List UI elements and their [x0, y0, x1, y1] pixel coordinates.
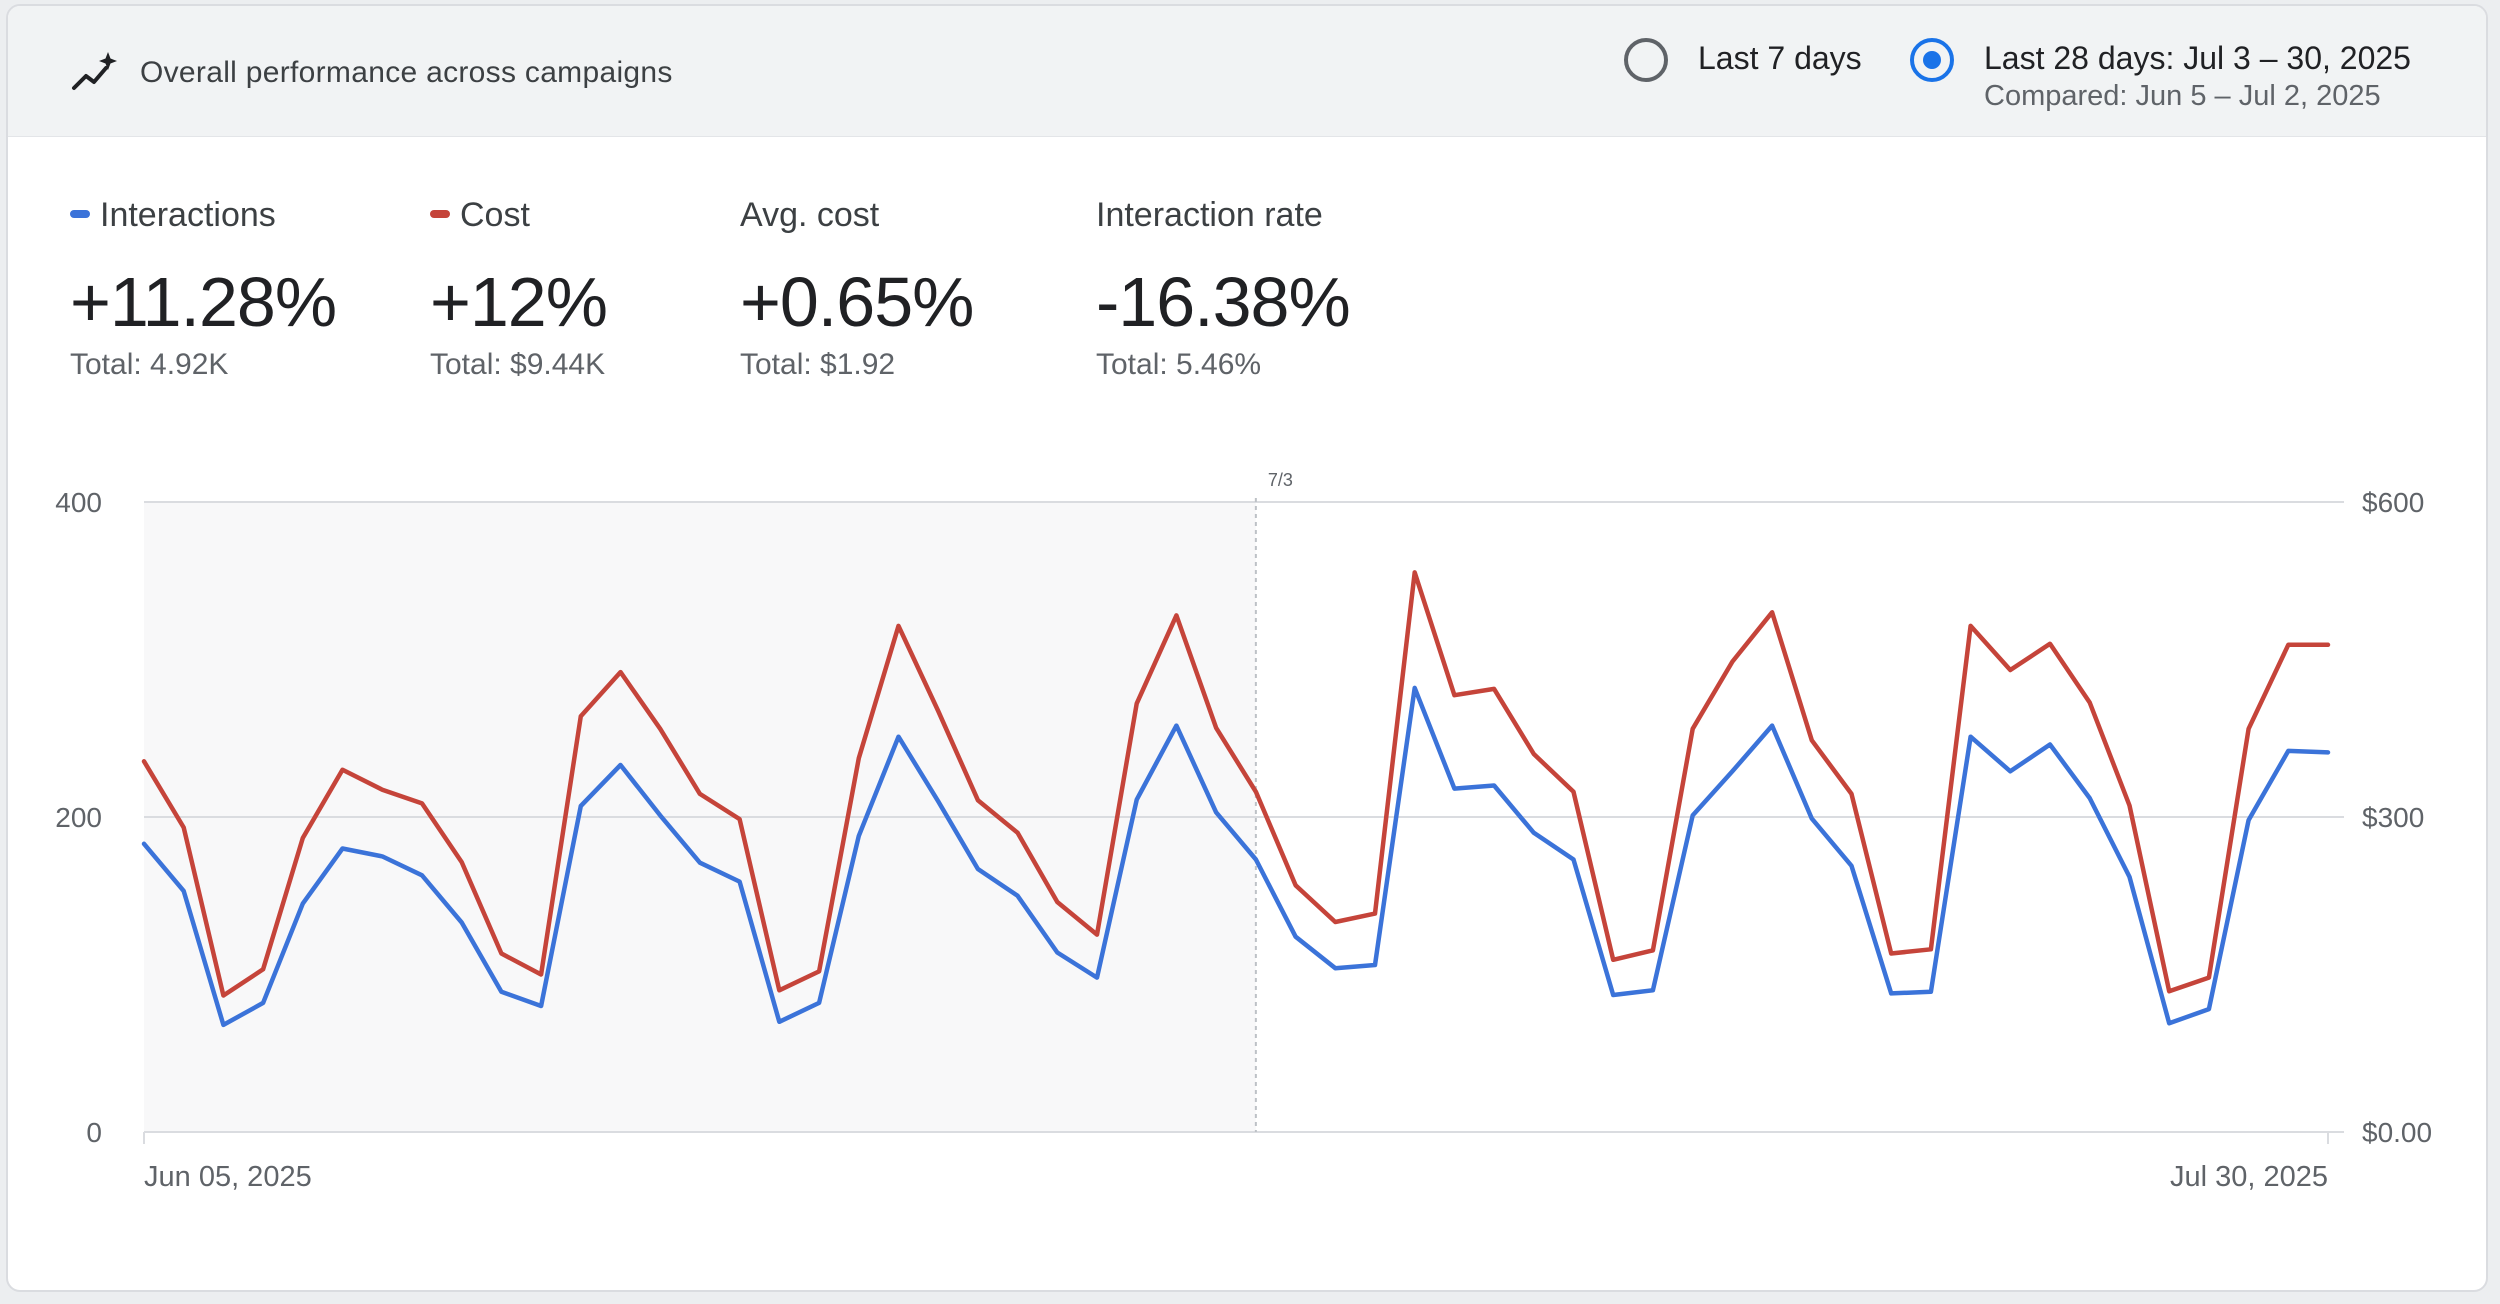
- metric-value: +12%: [430, 263, 608, 341]
- metric-value: +11.28%: [70, 263, 337, 341]
- y-right-tick-label: $600: [2362, 487, 2424, 518]
- compare-divider-label: 7/3: [1268, 470, 1293, 490]
- metric-label: Interactions: [100, 196, 276, 234]
- series-color-dash: [430, 210, 450, 219]
- y-right-tick-label: $0.00: [2362, 1117, 2432, 1148]
- y-left-tick-label: 200: [55, 802, 102, 833]
- metric-label: Avg. cost: [740, 196, 880, 234]
- series-line-cost: [141, 570, 2331, 998]
- metric-avg-cost[interactable]: Avg. cost +0.65% Total: $1.92: [740, 196, 974, 382]
- series-line-interactions: [141, 685, 2331, 1028]
- range-option-label: Last 7 days: [1698, 40, 1862, 76]
- x-end-label: Jul 30, 2025: [2170, 1161, 2328, 1193]
- metric-interaction-rate[interactable]: Interaction rate -16.38% Total: 5.46%: [1096, 196, 1351, 382]
- metric-label: Cost: [460, 196, 530, 234]
- metric-cost[interactable]: Cost +12% Total: $9.44K: [430, 196, 608, 382]
- x-start-label: Jun 05, 2025: [144, 1161, 312, 1193]
- metric-total: Total: $9.44K: [430, 348, 606, 381]
- radio-dot-icon: [1923, 51, 1941, 69]
- card-header: Overall performance across campaigns Las…: [8, 6, 2486, 137]
- sparkle-trend-icon: [72, 52, 117, 90]
- metric-total: Total: $1.92: [740, 348, 896, 381]
- metric-interactions[interactable]: Interactions +11.28% Total: 4.92K: [70, 196, 337, 382]
- metric-value: -16.38%: [1096, 263, 1351, 341]
- radio-button-unselected[interactable]: [1624, 38, 1668, 82]
- y-right-tick-label: $300: [2362, 802, 2424, 833]
- range-option-label: Last 28 days: Jul 3 – 30, 2025: [1984, 40, 2411, 76]
- page-title: Overall performance across campaigns: [140, 56, 673, 89]
- metric-label: Interaction rate: [1096, 196, 1323, 234]
- y-left-tick-label: 400: [55, 487, 102, 518]
- performance-card: Overall performance across campaigns Las…: [6, 4, 2488, 1292]
- metric-value: +0.65%: [740, 263, 974, 341]
- performance-line-chart: 0 200 400 $0.00 $300 $600 7/3 Jun 05, 2025 Jul 3…: [55, 470, 2432, 1193]
- metric-total: Total: 5.46%: [1096, 348, 1262, 381]
- metric-total: Total: 4.92K: [70, 348, 229, 381]
- series-color-dash: [70, 210, 90, 219]
- radio-button-selected[interactable]: [1910, 38, 1954, 82]
- y-left-tick-label: 0: [86, 1117, 102, 1148]
- range-compare-label: Compared: Jun 5 – Jul 2, 2025: [1984, 80, 2381, 112]
